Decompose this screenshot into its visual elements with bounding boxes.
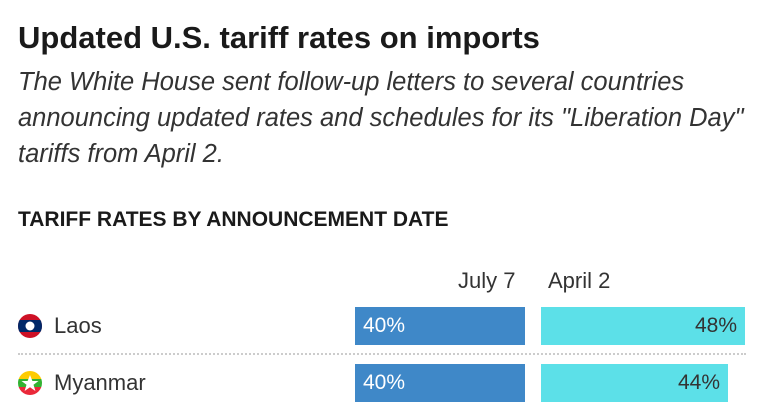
bar-april2-laos: 48% xyxy=(541,307,745,345)
myanmar-flag-icon xyxy=(18,371,42,395)
column-header-july7: July 7 xyxy=(458,268,516,293)
bar-label: 48% xyxy=(694,314,737,337)
column-header-april2: April 2 xyxy=(548,268,611,293)
row-myanmar: Myanmar 40% 44% xyxy=(0,364,768,402)
bar-label: 40% xyxy=(363,314,406,337)
bar-april2-myanmar: 44% xyxy=(541,364,728,402)
row-divider xyxy=(18,353,746,355)
chart-subtitle: The White House sent follow-up letters t… xyxy=(18,68,744,168)
country-label: Laos xyxy=(54,313,102,338)
bar-label: 44% xyxy=(677,371,720,394)
laos-flag-icon xyxy=(18,314,42,338)
bar-july7-myanmar: 40% xyxy=(355,364,525,402)
section-title: TARIFF RATES BY ANNOUNCEMENT DATE xyxy=(18,208,449,231)
country-label: Myanmar xyxy=(54,370,146,395)
row-laos: Laos 40% 48% xyxy=(0,307,768,345)
bar-july7-laos: 40% xyxy=(355,307,525,345)
chart-title: Updated U.S. tariff rates on imports xyxy=(18,20,540,55)
bar-label: 40% xyxy=(363,371,406,394)
